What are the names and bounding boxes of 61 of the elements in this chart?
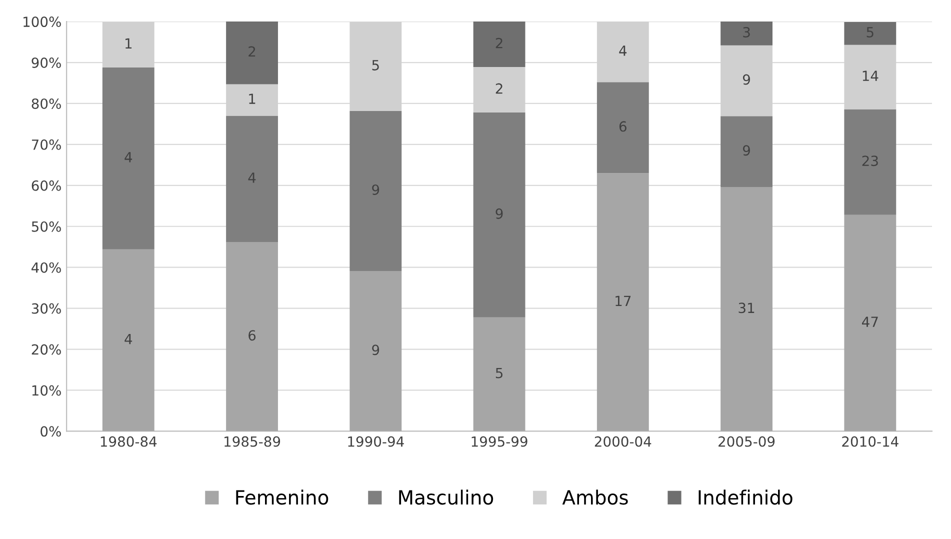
annotation: 23 [862,156,878,166]
legend-label: Ambos [562,490,628,505]
y-tick-label: 10% [32,385,61,396]
bar [844,22,896,45]
annotation: 6 [248,330,256,341]
y-tick-label: 20% [32,344,61,355]
y-tick-label: 100% [24,16,61,28]
annotation: 2 [496,83,502,94]
y-tick-label: 60% [32,180,61,191]
annotation: 9 [372,184,380,195]
annotation: 9 [372,344,380,356]
annotation: 4 [124,152,132,162]
bar [596,82,649,174]
annotation: 47 [862,316,878,327]
annotation: 9 [742,74,750,85]
y-tick-label: 30% [32,303,61,314]
x-tick-label: 1980-84 [100,436,157,447]
annotation: 14 [862,70,878,81]
y-tick-label: 0% [40,426,61,437]
bar [720,116,772,188]
annotation: 4 [619,46,627,56]
annotation: 9 [496,208,503,219]
annotation: 9 [742,145,750,156]
bar [226,242,278,432]
y-tick-label: 70% [32,139,61,150]
legend-label: Femenino [236,490,328,505]
annotation: 4 [248,172,256,183]
bar [844,109,896,215]
bar [102,67,154,250]
legend-label: Indefinido [698,490,792,505]
x-tick-label: 1995-99 [472,436,528,447]
bar [720,187,772,432]
bar [350,271,402,432]
annotation: 31 [738,302,754,314]
annotation: 5 [496,368,502,378]
annotation: 5 [372,60,379,70]
bar [226,22,278,84]
x-tick-label: 1985-89 [224,436,280,447]
x-tick-label: 2005-09 [718,436,775,447]
bar [596,173,649,432]
y-tick-label: 90% [32,57,61,68]
bar [844,214,896,432]
y-tick-label: 50% [32,221,61,232]
annotation: 1 [249,94,256,104]
y-tick-label: 40% [32,262,61,273]
bar [473,22,526,68]
x-tick-label: 1990-94 [348,436,404,447]
x-tick-label: 2010-14 [842,436,898,447]
x-tick-label: 2000-04 [594,436,652,447]
annotation: 4 [124,334,132,344]
annotation: 1 [125,38,132,49]
y-tick-label: 80% [32,98,61,109]
annotation: 17 [616,296,631,306]
legend-label: Masculino [399,490,494,505]
bar [473,317,526,432]
bar [350,110,402,272]
bar [473,112,526,318]
annotation: 6 [619,121,626,132]
bar [226,116,278,242]
bar [720,22,772,46]
bar [102,249,154,432]
